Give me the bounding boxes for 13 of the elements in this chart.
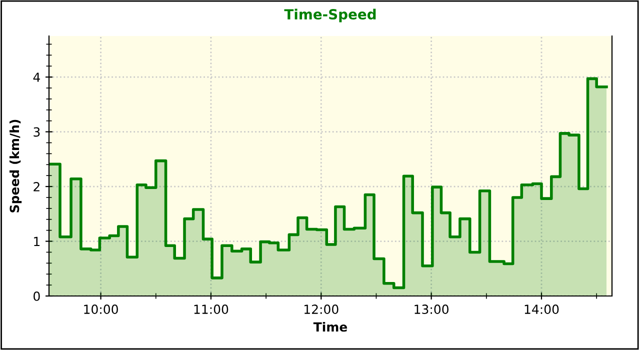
x-axis-title: Time xyxy=(313,322,348,332)
x-tick-label: 11:00 xyxy=(194,304,228,314)
y-tick-label: 2 xyxy=(34,182,40,192)
x-tick-label: 10:00 xyxy=(84,304,118,314)
y-tick-label: 4 xyxy=(33,72,40,82)
x-tick-label: 13:00 xyxy=(414,304,448,314)
chart-title: Time-Speed xyxy=(284,8,376,22)
y-tick-label: 1 xyxy=(34,236,40,246)
y-tick-label: 0 xyxy=(34,291,40,301)
x-tick-label: 14:00 xyxy=(524,304,559,314)
x-tick-label: 12:00 xyxy=(304,304,338,314)
y-tick-label: 3 xyxy=(34,127,40,137)
y-axis-title: Speed (km/h) xyxy=(10,120,22,212)
